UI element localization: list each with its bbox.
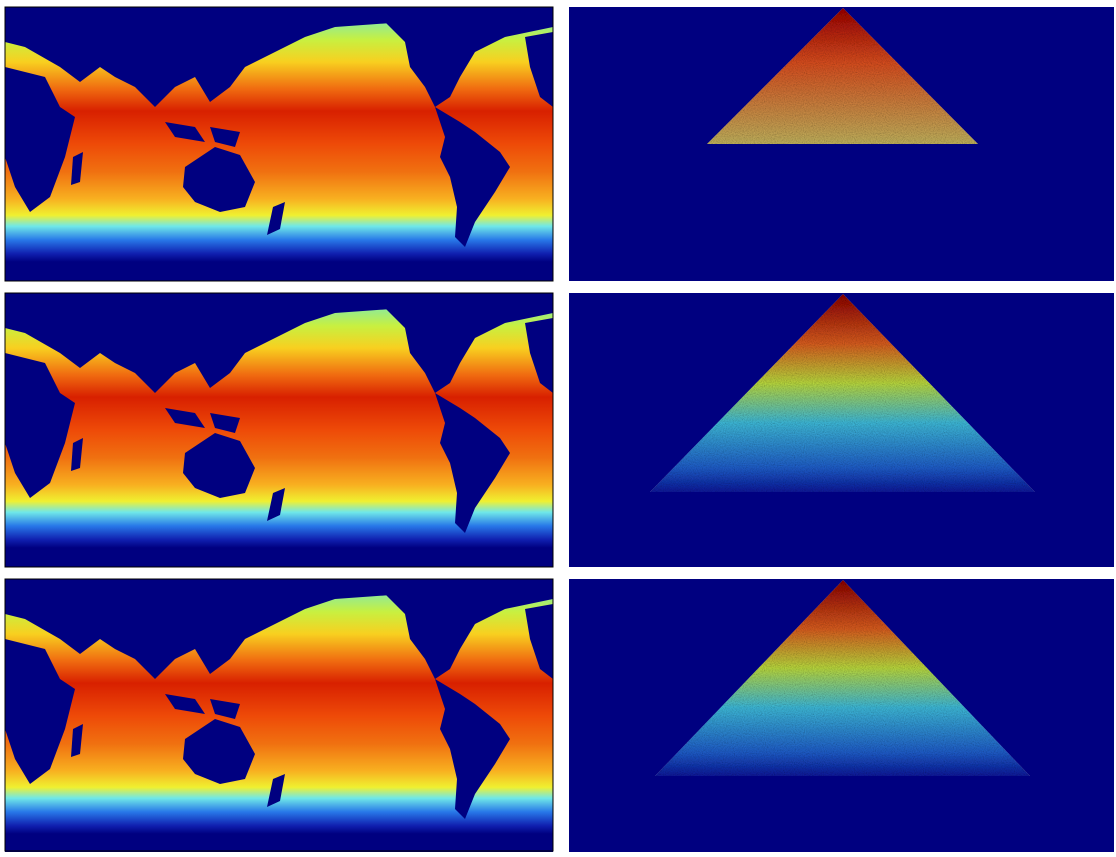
map-panel [5, 293, 553, 567]
figure [0, 0, 1116, 852]
spectrum-panel [569, 7, 1114, 281]
spectrum-panel [569, 293, 1114, 567]
spectrum-panel [569, 579, 1114, 852]
page-body: (() => { const data = JSON.parse(documen… [0, 0, 1116, 852]
map-panel [5, 7, 553, 281]
sst-map [5, 579, 553, 852]
sst-map [5, 293, 553, 567]
page: {} html, body { margin: 0; padding: 0; b… [0, 0, 1116, 852]
sst-map [5, 7, 553, 281]
map-panel [5, 579, 553, 852]
